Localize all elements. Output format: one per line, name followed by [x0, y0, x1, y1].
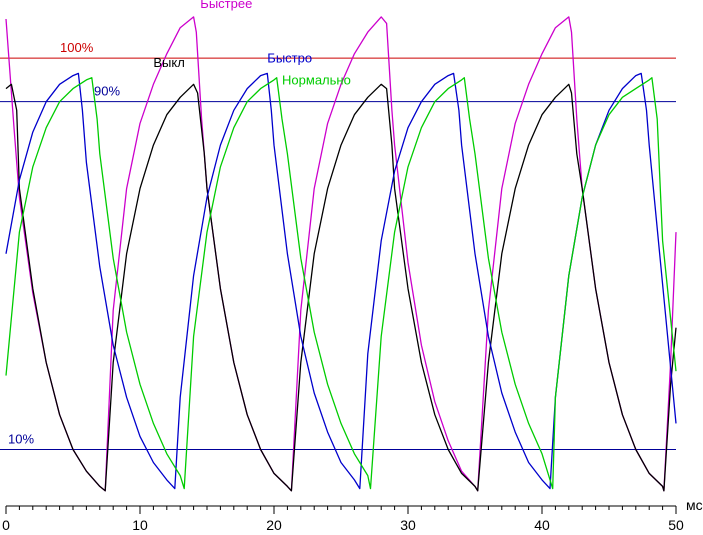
reference-lines: [0, 57, 676, 450]
series-line-1: [5, 83, 677, 492]
series-line-0: [5, 16, 677, 492]
series-line-3: [5, 77, 677, 490]
x-tick-label-1: 10: [132, 517, 148, 533]
x-tick-label-3: 30: [400, 517, 416, 533]
reference-labels: 100% 90% 10%: [8, 40, 120, 446]
annotation-0: Быстрее: [200, 0, 252, 11]
series-lines: [5, 16, 677, 492]
x-axis-label: мс: [686, 497, 703, 513]
x-tick-label-2: 20: [266, 517, 282, 533]
ref-label-2: 10%: [8, 431, 34, 446]
series-annotations: Быстрее Выкл Быстро Нормально: [153, 0, 350, 87]
x-tick-label-0: 0: [2, 517, 10, 533]
x-tick-label-4: 40: [534, 517, 550, 533]
annotation-3: Нормально: [282, 72, 351, 87]
annotation-1: Выкл: [153, 55, 184, 70]
ref-label-0: 100%: [60, 40, 94, 55]
x-tick-label-5: 50: [668, 517, 684, 533]
ref-label-1: 90%: [94, 84, 120, 99]
annotation-2: Быстро: [267, 51, 312, 66]
